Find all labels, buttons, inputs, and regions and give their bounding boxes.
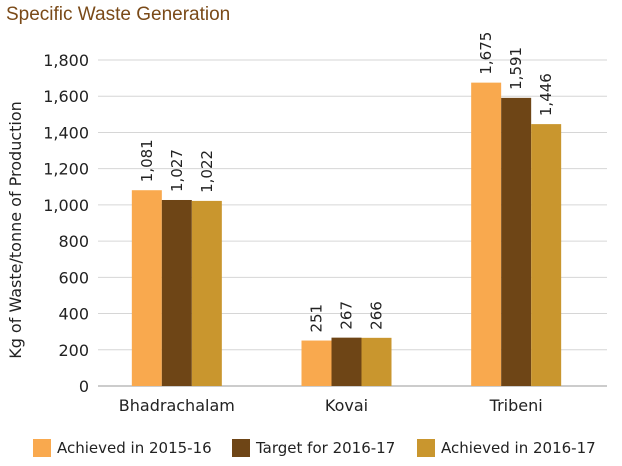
data-label: 251 [308, 304, 326, 333]
legend-swatch [33, 439, 51, 457]
data-label: 1,022 [198, 150, 216, 193]
data-label: 1,027 [168, 149, 186, 192]
bar [531, 124, 562, 386]
y-tick-label: 800 [58, 232, 89, 251]
data-label: 267 [338, 301, 356, 330]
chart-title: Specific Waste Generation [6, 4, 231, 25]
y-tick-label: 1,200 [43, 160, 89, 179]
legend-swatch [417, 439, 435, 457]
legend: Achieved in 2015-16 Target for 2016-17 A… [0, 436, 622, 460]
y-tick-label: 600 [58, 268, 89, 287]
bar [471, 82, 502, 386]
legend-label: Achieved in 2016-17 [441, 439, 596, 457]
legend-item-target-2016-17: Target for 2016-17 [232, 436, 395, 460]
data-label: 1,591 [507, 47, 525, 90]
y-tick-label: 1,800 [43, 51, 89, 70]
legend-label: Target for 2016-17 [256, 439, 396, 457]
y-axis-label: Kg of Waste/tonne of Production [6, 101, 25, 359]
y-tick-label: 1,600 [43, 87, 89, 106]
y-axis-ticks: 0 200 400 600 800 1,000 1,200 1,400 1,600 1,800 [43, 51, 89, 396]
bar [501, 97, 532, 386]
y-tick-label: 0 [79, 377, 89, 396]
bar [161, 199, 192, 386]
x-tick-label: Bhadrachalam [119, 396, 235, 415]
legend-item-achieved-2016-17: Achieved in 2016-17 [417, 436, 596, 460]
data-label: 1,081 [138, 139, 156, 182]
bars [131, 82, 562, 386]
legend-item-achieved-2015-16: Achieved in 2015-16 [33, 436, 212, 460]
bar [361, 337, 392, 386]
x-axis-ticks: Bhadrachalam Kovai Tribeni [119, 396, 543, 415]
data-label: 1,446 [537, 73, 555, 116]
data-labels: 1,081 1,027 1,022 251 267 266 1,675 1,591 1,446 [138, 32, 555, 333]
y-tick-label: 1,400 [43, 123, 89, 142]
bar [131, 190, 162, 386]
y-tick-label: 200 [58, 341, 89, 360]
legend-swatch [232, 439, 250, 457]
y-tick-label: 400 [58, 305, 89, 324]
bar [191, 200, 222, 386]
legend-label: Achieved in 2015-16 [57, 439, 212, 457]
bar [331, 337, 362, 386]
x-tick-label: Kovai [325, 396, 368, 415]
data-label: 266 [368, 301, 386, 330]
x-tick-label: Tribeni [489, 396, 543, 415]
y-tick-label: 1,000 [43, 196, 89, 215]
bar [301, 340, 332, 386]
data-label: 1,675 [477, 32, 495, 75]
